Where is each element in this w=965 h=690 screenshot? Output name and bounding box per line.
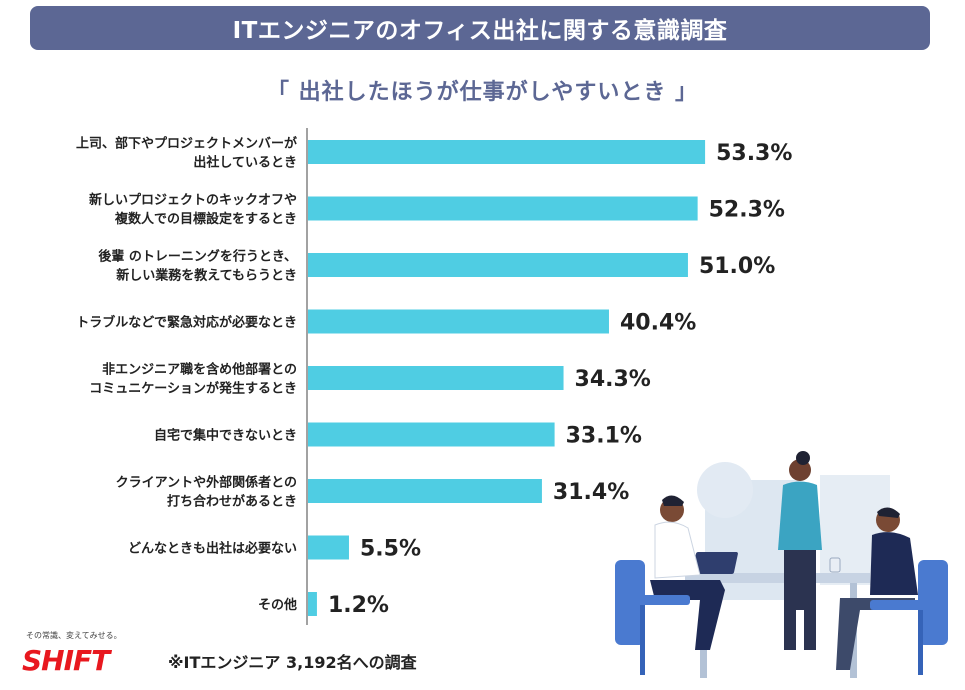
- category-label: クライアントや外部関係者との: [116, 475, 297, 491]
- category-label: 新しい業務を教えてもらうとき: [116, 268, 297, 284]
- category-label: トラブルなどで緊急対応が必要なとき: [76, 315, 297, 331]
- data-label: 34.3%: [575, 367, 651, 392]
- category-label: どんなときも出社は必要ない: [128, 541, 297, 557]
- bar: [308, 535, 349, 560]
- bar: [308, 309, 609, 334]
- hair-bun: [796, 451, 810, 465]
- category-label: 複数人での目標設定をするとき: [114, 211, 297, 227]
- bar: [308, 422, 555, 447]
- table-top: [685, 573, 870, 583]
- chart-subtitle: 「 出社したほうが仕事がしやすいとき 」: [266, 80, 699, 105]
- person-leg: [784, 610, 796, 650]
- category-label: 上司、部下やプロジェクトメンバーが: [76, 136, 297, 152]
- data-label: 51.0%: [699, 254, 775, 279]
- banner-title: ITエンジニアのオフィス出社に関する意識調査: [232, 18, 728, 44]
- person-legs: [650, 580, 725, 650]
- data-label: 33.1%: [566, 424, 642, 449]
- person-torso: [654, 521, 701, 579]
- bar: [308, 592, 317, 616]
- data-label: 40.4%: [620, 311, 696, 336]
- brand-tagline: その常識、変えてみせる。: [26, 631, 122, 640]
- title-banner: ITエンジニアのオフィス出社に関する意識調査: [30, 6, 930, 50]
- hair: [662, 495, 684, 506]
- data-label: 53.3%: [716, 141, 792, 166]
- brand-logo: SHIFT: [22, 644, 110, 677]
- person-torso: [778, 481, 822, 550]
- chair-seat: [870, 600, 945, 610]
- survey-footnote: ※ITエンジニア 3,192名への調査: [168, 653, 417, 672]
- category-label: 非エンジニア職を含め他部署との: [102, 362, 297, 378]
- category-label: 新しいプロジェクトのキックオフや: [89, 192, 297, 208]
- bar: [308, 253, 688, 277]
- person-leg: [804, 610, 816, 650]
- bar: [308, 479, 542, 503]
- data-label: 31.4%: [553, 480, 629, 505]
- category-label: その他: [258, 597, 297, 613]
- chair-seat: [620, 595, 690, 605]
- chair-leg: [640, 605, 645, 675]
- bar: [308, 196, 698, 221]
- cup: [829, 557, 841, 573]
- data-label: 52.3%: [709, 198, 785, 223]
- bar: [308, 140, 706, 164]
- person-legs: [836, 598, 915, 670]
- laptop: [692, 552, 738, 574]
- category-label: コミュニケーションが発生するとき: [89, 381, 297, 397]
- person-torso: [870, 532, 918, 595]
- category-label: 打ち合わせがあるとき: [167, 494, 297, 510]
- category-label: 自宅で集中できないとき: [154, 428, 297, 444]
- bar: [308, 366, 564, 390]
- person-legs: [784, 550, 816, 610]
- chair-leg: [918, 610, 923, 675]
- office-meeting-illustration: [615, 451, 948, 678]
- category-label: 出社しているとき: [193, 155, 297, 171]
- data-label: 5.5%: [360, 537, 421, 562]
- cloud-shape: [697, 462, 753, 518]
- category-label: 後輩 のトレーニングを行うとき、: [98, 249, 297, 265]
- data-label: 1.2%: [328, 593, 389, 618]
- hair: [877, 507, 900, 518]
